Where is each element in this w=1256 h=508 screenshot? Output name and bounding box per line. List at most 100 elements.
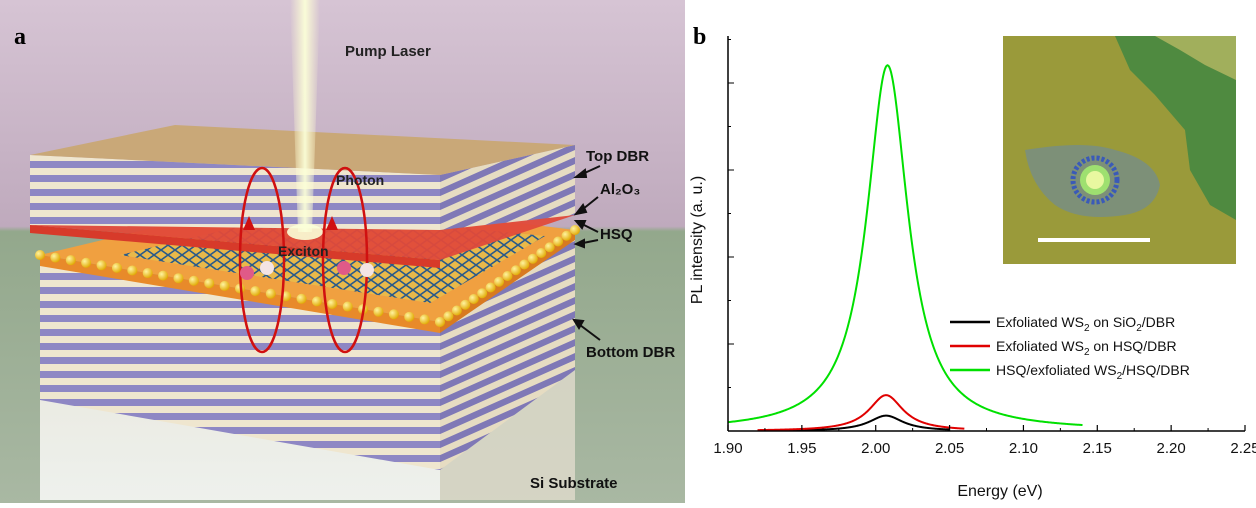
x-tick-label: 2.15 [1083,440,1112,457]
photon-arrows [238,166,369,354]
inset-flake [1115,36,1236,220]
pointer-arrows [572,165,601,341]
exciton-electron [337,261,351,275]
pl-spectrum-chart: 1.90 1.95 2.00 2.05 2.10 2.15 2.20 2.25 Exfolia… [689,36,1256,500]
x-axis-label: Energy (eV) [957,483,1042,500]
pointer-head-icon [573,168,588,178]
photon-arrow-right [321,166,369,354]
sphere-icon [250,286,261,297]
sphere-icon [265,288,276,299]
sphere-icon [96,260,107,271]
sphere-icon [204,278,215,289]
sphere-icon [419,314,430,325]
device-schematic: Pump Laser Photon Exciton Top DBR Al₂O₃ … [0,0,685,503]
sphere-icon [477,288,488,299]
y-axis-label: PL intensity (a. u.) [689,176,706,304]
sphere-icon [561,230,572,241]
exciton-electron [240,266,254,280]
exciton-hole [260,261,274,275]
x-tick-label: 2.25 [1230,440,1256,457]
sphere-icon [468,294,479,304]
panel-label-a: a [14,24,26,50]
pointer-head-icon [573,203,588,216]
inset-spot [1086,171,1104,189]
bottom-dbr-side [440,235,575,470]
sphere-icon [502,271,513,281]
sphere-icon [188,275,199,286]
sphere-icon [127,265,138,276]
photon-arrow-left [238,166,286,354]
arrow-heads [243,216,338,230]
sphere-icon [311,296,322,307]
label-pump-laser: Pump Laser [345,43,431,60]
top-dbr-side [440,145,575,230]
x-tick-label: 1.95 [787,440,816,457]
sphere-icon [173,273,184,284]
hsq-bottom-edge [40,255,440,333]
arrow-head-icon [243,216,255,230]
sphere-icon [111,262,122,273]
x-tick-label: 2.20 [1157,440,1186,457]
sphere-icon [570,225,580,235]
sphere-icon [485,282,496,293]
x-tick-label: 1.90 [713,440,742,457]
sphere-icon [327,298,338,309]
label-exciton: Exciton [278,243,329,259]
pl-spectrum-panel: b 1.90 1.95 2.00 2.05 2.10 2.15 2.20 2.25 Exfol… [685,0,1256,503]
sphere-icon [510,265,521,276]
sphere-icon [553,236,564,247]
sphere-icon [519,259,530,270]
pointer-head-icon [573,220,587,230]
pump-laser-beam [290,0,320,232]
sphere-icon [527,253,538,264]
sphere-icon [342,301,353,312]
al2o3-edge [30,225,440,268]
sphere-icon [443,311,454,322]
legend-label: Exfoliated WS2 on HSQ/DBR [996,338,1177,358]
inset-scale-bar [1038,238,1150,242]
inset-ring-outer [1070,155,1120,205]
laser-spot [287,224,323,240]
chart-legend: Exfoliated WS2 on SiO2/DBR Exfoliated WS2… [950,314,1190,382]
sphere-icon [50,252,61,263]
series-line-2 [727,64,1083,427]
sphere-icon [158,270,169,281]
sphere-icon [35,250,45,260]
arrow-head-icon [326,216,338,230]
sphere-icon [544,242,555,253]
sphere-icon [81,257,92,268]
sphere-icon [296,293,307,304]
label-al2o3: Al₂O₃ [600,181,640,198]
inset-bright-region [1155,36,1236,80]
exciton-particles [240,261,374,280]
sphere-icon [460,299,471,310]
x-tick-label: 2.00 [861,440,890,457]
pointer-head-icon [572,318,585,330]
device-schematic-panel: Pump Laser Photon Exciton Top DBR Al₂O₃ … [0,0,685,503]
x-tick-label: 2.05 [935,440,964,457]
sphere-icon [142,268,153,279]
sphere-icon [65,255,76,266]
label-top-dbr: Top DBR [586,148,649,165]
sphere-icon [388,309,399,320]
label-photon: Photon [336,172,384,188]
label-hsq: HSQ [600,226,633,243]
legend-label: HSQ/exfoliated WS2/HSQ/DBR [996,362,1190,382]
sphere-icon [435,317,445,327]
chart-axes: 1.90 1.95 2.00 2.05 2.10 2.15 2.20 2.25 [713,36,1256,457]
x-tick-label: 2.10 [1009,440,1038,457]
sphere-icon [404,311,415,322]
label-si-substrate: Si Substrate [530,475,618,492]
sphere-icon [451,305,462,316]
hsq-spheres [35,225,580,327]
series-line-1 [757,394,965,432]
pointer-head-icon [573,238,585,249]
legend-label: Exfoliated WS2 on SiO2/DBR [996,314,1175,334]
panel-label-b: b [693,24,707,50]
sphere-icon [536,248,547,258]
exciton-hole [360,263,374,277]
sphere-icon [219,280,230,291]
label-bottom-dbr: Bottom DBR [586,344,675,361]
microscope-inset [1003,36,1236,264]
sphere-icon [494,276,505,287]
